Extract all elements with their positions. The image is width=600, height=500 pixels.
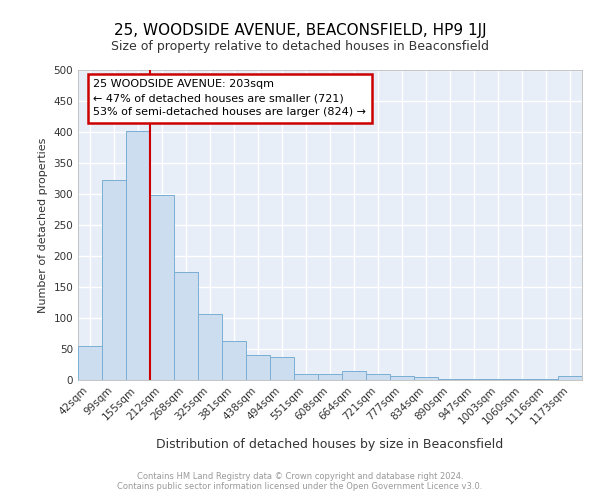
Bar [222,341,246,380]
Bar [126,131,150,380]
Text: Size of property relative to detached houses in Beaconsfield: Size of property relative to detached ho… [111,40,489,53]
Bar [510,379,534,380]
Bar [270,357,294,380]
Bar [366,374,390,380]
Text: 25 WOODSIDE AVENUE: 203sqm
← 47% of detached houses are smaller (721)
53% of sem: 25 WOODSIDE AVENUE: 203sqm ← 47% of deta… [93,80,366,118]
Bar [438,379,462,380]
Bar [150,195,174,380]
X-axis label: Distribution of detached houses by size in Beaconsfield: Distribution of detached houses by size … [157,438,503,450]
Bar [462,379,486,380]
Y-axis label: Number of detached properties: Number of detached properties [38,138,48,312]
Bar [390,376,414,380]
Bar [558,376,582,380]
Bar [198,314,222,380]
Text: Contains HM Land Registry data © Crown copyright and database right 2024.: Contains HM Land Registry data © Crown c… [137,472,463,481]
Bar [318,374,342,380]
Bar [102,180,126,380]
Bar [174,272,198,380]
Bar [486,379,510,380]
Bar [294,374,318,380]
Text: Contains public sector information licensed under the Open Government Licence v3: Contains public sector information licen… [118,482,482,491]
Bar [534,379,558,380]
Text: 25, WOODSIDE AVENUE, BEACONSFIELD, HP9 1JJ: 25, WOODSIDE AVENUE, BEACONSFIELD, HP9 1… [113,22,487,38]
Bar [414,377,438,380]
Bar [342,370,366,380]
Bar [246,355,270,380]
Bar [78,346,102,380]
